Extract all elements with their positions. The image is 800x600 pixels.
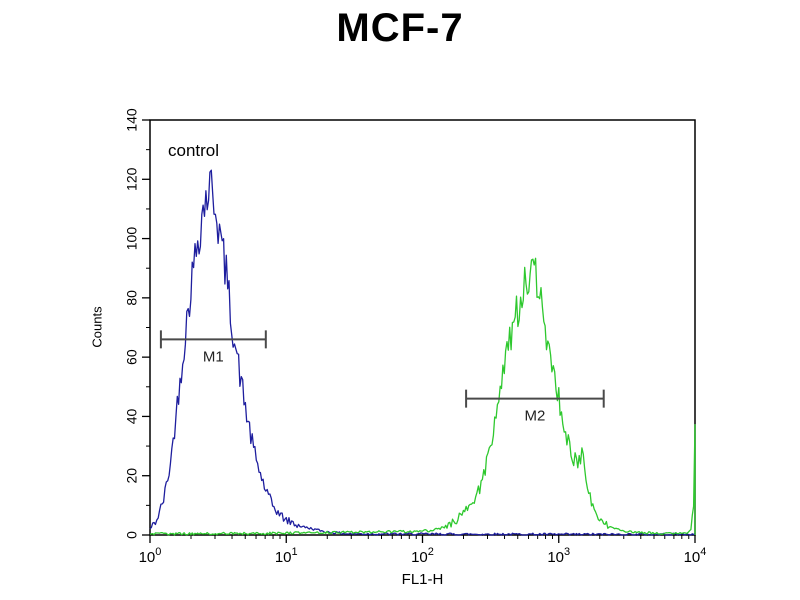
marker-m1-label: M1: [203, 348, 224, 365]
y-tick-label: 0: [124, 531, 140, 539]
x-axis-label: FL1-H: [401, 571, 444, 588]
x-tick-label: 103: [547, 546, 570, 566]
x-tick-label: 104: [684, 546, 707, 566]
x-tick-label: 102: [411, 546, 434, 566]
x-tick-label: 101: [275, 546, 298, 566]
y-axis-label: Counts: [89, 306, 105, 348]
plot-frame: [149, 119, 696, 536]
y-tick-label: 80: [124, 290, 140, 306]
chart-title: MCF-7: [336, 6, 464, 50]
y-tick-label: 40: [124, 408, 140, 424]
annotation-control: control: [168, 141, 220, 160]
y-tick-label: 120: [124, 167, 140, 191]
x-tick-label: 100: [139, 546, 162, 566]
y-tick-label: 100: [124, 227, 140, 251]
y-tick-label: 60: [124, 349, 140, 365]
y-tick-label: 20: [124, 468, 140, 484]
control-curve: [149, 169, 696, 536]
stained-curve: [149, 257, 696, 536]
y-tick-label: 140: [124, 108, 140, 132]
marker-m2-label: M2: [524, 408, 545, 425]
